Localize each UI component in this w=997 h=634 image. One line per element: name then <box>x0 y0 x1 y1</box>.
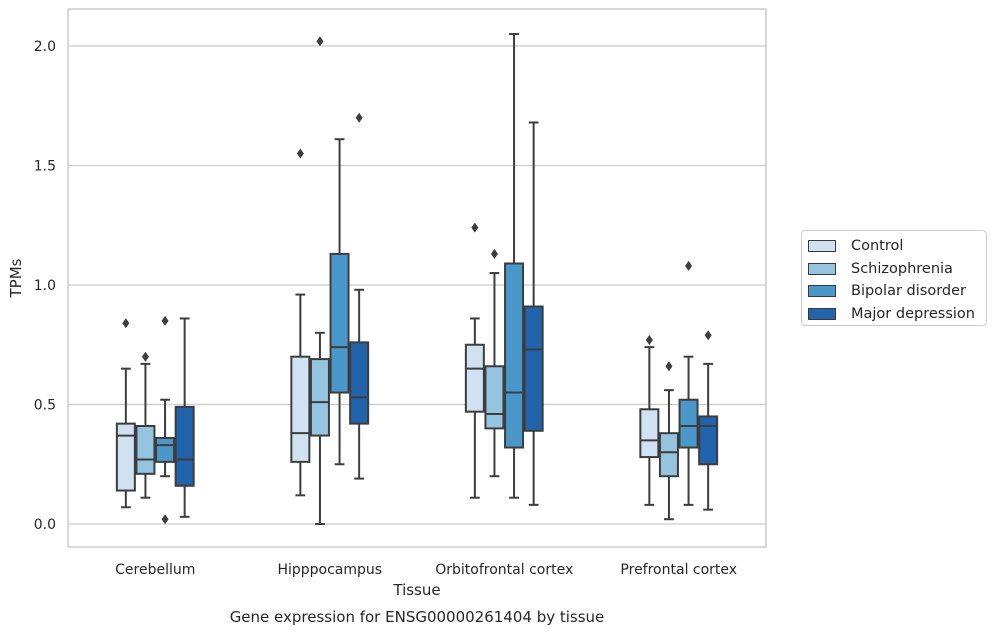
box <box>639 408 660 459</box>
box <box>464 343 485 413</box>
x-axis-label: Tissue <box>392 581 440 599</box>
outlier-point <box>296 148 304 159</box>
box <box>115 422 136 492</box>
outlier-point <box>490 248 498 259</box>
legend-swatch <box>808 262 836 275</box>
y-tick-label: 2.0 <box>34 39 56 55</box>
outlier-point <box>645 334 653 345</box>
legend-label: Control <box>851 238 904 255</box>
outlier-point <box>122 318 130 329</box>
legend-item-control: Control <box>808 235 986 258</box>
legend: Control Schizophrenia Bipolar disorder M… <box>801 230 987 326</box>
x-tick-label: Prefrontal cortex <box>620 562 737 578</box>
x-tick-label: Cerebellum <box>115 562 195 578</box>
series-major-depression <box>174 112 719 518</box>
y-tick-label: 0.5 <box>34 398 56 414</box>
legend-label: Major depression <box>851 305 975 322</box>
outlier-point <box>704 330 712 341</box>
legend-item-bipolar-disorder: Bipolar disorder <box>808 280 986 303</box>
box <box>329 252 350 394</box>
outlier-point <box>316 36 324 47</box>
y-tick-labels: 0.0 0.5 1.0 1.5 2.0 <box>34 39 56 533</box>
legend-swatch <box>808 307 836 320</box>
y-tick-label: 1.0 <box>34 278 56 294</box>
chart-title: Gene expression for ENSG00000261404 by t… <box>230 608 605 626</box>
legend-swatch <box>808 240 836 253</box>
outlier-point <box>141 351 149 362</box>
box <box>174 405 195 487</box>
box <box>658 432 679 478</box>
outlier-point <box>471 222 479 233</box>
box <box>155 436 176 463</box>
box <box>349 341 370 425</box>
x-tick-labels: Cerebellum Hipppocampus Orbitofrontal cort… <box>115 562 737 578</box>
box <box>309 358 330 437</box>
box <box>504 262 525 449</box>
box <box>290 355 311 463</box>
series-control <box>115 148 660 509</box>
y-tick-label: 0.0 <box>34 517 56 533</box>
outlier-point <box>355 112 363 123</box>
plot-area-frame <box>67 8 767 548</box>
x-tick-label: Orbitofrontal cortex <box>435 562 573 578</box>
box <box>135 425 156 475</box>
outlier-point <box>685 260 693 271</box>
box <box>678 398 699 449</box>
legend-item-schizophrenia: Schizophrenia <box>808 258 986 281</box>
legend-swatch <box>808 285 836 298</box>
y-axis-label: TPMs <box>7 258 25 298</box>
legend-label: Bipolar disorder <box>851 283 966 300</box>
legend-label: Schizophrenia <box>851 260 953 277</box>
outlier-point <box>665 361 673 372</box>
outlier-point <box>161 315 169 326</box>
x-tick-label: Hipppocampus <box>277 562 382 578</box>
series-schizophrenia <box>135 36 679 525</box>
box <box>523 305 544 432</box>
box-series <box>115 33 719 525</box>
series-bipolar-disorder <box>155 33 699 525</box>
box <box>484 365 505 430</box>
outlier-point <box>161 514 169 525</box>
box <box>698 415 719 466</box>
legend-item-major-depression: Major depression <box>808 303 986 326</box>
y-tick-label: 1.5 <box>34 159 56 175</box>
